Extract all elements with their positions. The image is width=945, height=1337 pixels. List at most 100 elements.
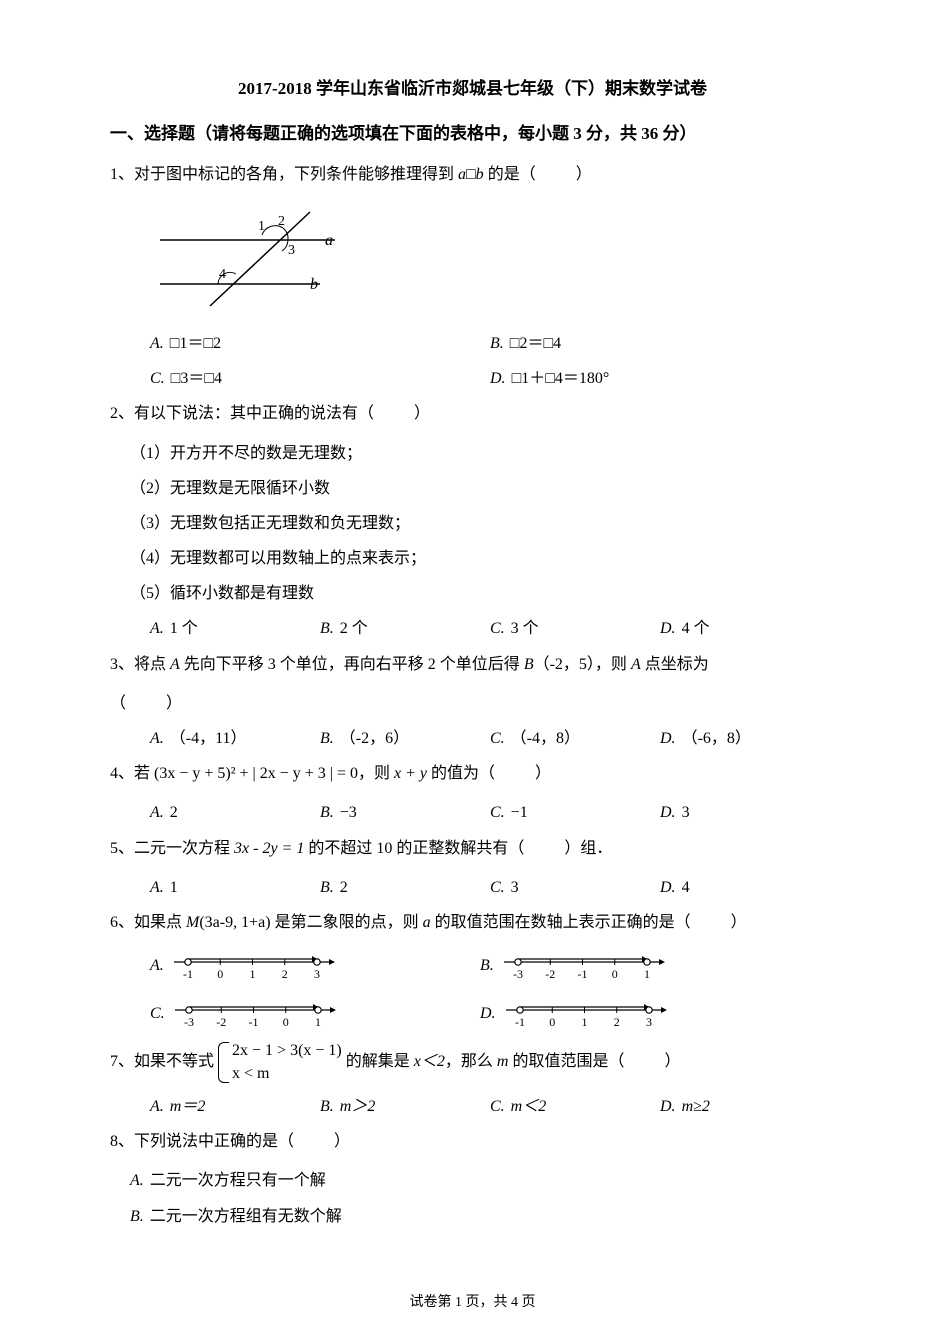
q8-optA-text: 二元一次方程只有一个解 xyxy=(150,1172,326,1189)
svg-text:0: 0 xyxy=(282,1015,288,1029)
q6-stem-c: 是第二象限的点，则 xyxy=(271,914,423,931)
q1-option-d: D.□1＋□4＝180° xyxy=(490,361,810,396)
q4-stem-a: 4、若 xyxy=(110,765,154,782)
numberline-d: -10123 xyxy=(502,992,667,1034)
q3-optA-text: （-4，11） xyxy=(170,730,247,747)
q6-option-d: D. -10123 xyxy=(480,992,810,1034)
svg-text:2: 2 xyxy=(282,967,288,981)
q1-optD-text: □1＋□4＝180° xyxy=(512,370,610,387)
q5-stem-b: 的不超过 10 的正整数解共有（ xyxy=(304,840,524,857)
q7-var-m: m xyxy=(497,1053,509,1070)
q7-options: A.m＝2 B.m＞2 C.m＜2 D.m≥2 xyxy=(110,1089,835,1124)
q7-optD-text: m≥2 xyxy=(682,1098,710,1115)
q2-optB-text: 2 个 xyxy=(340,620,368,637)
svg-text:1: 1 xyxy=(644,967,650,981)
q5-equation: 3x - 2y = 1 xyxy=(234,840,304,857)
q6-labA: A. xyxy=(150,948,164,983)
svg-text:1: 1 xyxy=(249,967,255,981)
q2-s3: （3）无理数包括正无理数和负无理数； xyxy=(110,506,835,541)
q5-optB-text: 2 xyxy=(340,879,348,896)
q3-stem-b: 先向下平移 3 个单位，再向右平移 2 个单位后得 xyxy=(180,656,524,673)
q3-blank-open: （ xyxy=(110,695,126,712)
q4-stem-b: ，则 xyxy=(358,765,394,782)
q7-system: 2x − 1 > 3(x − 1) x < m xyxy=(218,1040,342,1085)
svg-text:-1: -1 xyxy=(515,1015,525,1029)
q2-s4: （4）无理数都可以用数轴上的点来表示； xyxy=(110,541,835,576)
q7-sys-row1: 2x − 1 > 3(x − 1) xyxy=(232,1040,342,1062)
q1-stem-suffix: 的是（ xyxy=(484,166,536,183)
svg-text:-1: -1 xyxy=(183,967,193,981)
q1-optA-text: □1＝□2 xyxy=(170,335,221,352)
svg-text:2: 2 xyxy=(613,1015,619,1029)
q8-optB-text: 二元一次方程组有无数个解 xyxy=(150,1208,342,1225)
q4-option-b: B.−3 xyxy=(320,795,470,830)
q4-option-c: C.−1 xyxy=(490,795,640,830)
q2-option-c: C.3 个 xyxy=(490,611,640,646)
q7-option-b: B.m＞2 xyxy=(320,1089,470,1124)
q3-option-a: A.（-4，11） xyxy=(150,721,300,756)
q6-stem-close: ） xyxy=(731,914,747,931)
q6-labC: C. xyxy=(150,996,165,1031)
angle-2-label: 2 xyxy=(278,214,285,229)
q4-optD-text: 3 xyxy=(682,804,690,821)
q3-blank-close: ） xyxy=(166,695,182,712)
q3-stem-c: （-2，5），则 xyxy=(534,656,631,673)
q7-option-c: C.m＜2 xyxy=(490,1089,640,1124)
q4-optB-text: −3 xyxy=(340,804,357,821)
q1-option-b: B.□2＝□4 xyxy=(490,326,810,361)
q4-option-a: A.2 xyxy=(150,795,300,830)
q7-stem-c: ，那么 xyxy=(445,1053,497,1070)
svg-text:1: 1 xyxy=(315,1015,321,1029)
angle-4-label: 4 xyxy=(219,267,226,282)
q8-option-b: B.二元一次方程组有无数个解 xyxy=(110,1199,835,1234)
q3-stem-a: 3、将点 xyxy=(110,656,170,673)
q7-optC-text: m＜2 xyxy=(511,1098,547,1115)
q2-s2: （2）无理数是无限循环小数 xyxy=(110,471,835,506)
q7-stem-d: 的取值范围是（ xyxy=(508,1053,624,1070)
svg-text:3: 3 xyxy=(646,1015,652,1029)
q4-stem-close: ） xyxy=(535,765,551,782)
q2-optC-text: 3 个 xyxy=(511,620,539,637)
question-2: 2、有以下说法：其中正确的说法有（） xyxy=(110,396,835,431)
q7-optB-text: m＞2 xyxy=(340,1098,376,1115)
q6-var-a: a xyxy=(423,914,431,931)
svg-text:3: 3 xyxy=(314,967,320,981)
q7-stem-b: 的解集是 xyxy=(346,1053,414,1070)
q3-optB-text: （-2，6） xyxy=(340,730,409,747)
question-5: 5、二元一次方程 3x - 2y = 1 的不超过 10 的正整数解共有（）组． xyxy=(110,831,835,866)
q3-point-A2: A xyxy=(631,656,641,673)
q7-option-d: D.m≥2 xyxy=(660,1089,810,1124)
q8-stem-close: ） xyxy=(334,1133,350,1150)
svg-text:-2: -2 xyxy=(216,1015,226,1029)
q7-optA-text: m＝2 xyxy=(170,1098,206,1115)
q6-labD: D. xyxy=(480,996,496,1031)
q1-optC-text: □3＝□4 xyxy=(171,370,222,387)
q6-option-c: C. -3-2-101 xyxy=(150,992,480,1034)
q6-stem-d: 的取值范围在数轴上表示正确的是（ xyxy=(431,914,691,931)
q6-options: A. -10123 B. -3-2-101 C. -3-2-101 D. -10… xyxy=(110,944,835,1040)
parallel-lines-diagram: 1 2 3 4 a b xyxy=(150,206,340,316)
q5-stem-close: ）组． xyxy=(564,840,612,857)
q1-option-c: C.□3＝□4 xyxy=(150,361,470,396)
q3-options: A.（-4，11） B.（-2，6） C.（-4，8） D.（-6，8） xyxy=(110,721,835,756)
q6-option-a: A. -10123 xyxy=(150,944,480,986)
q1-relation: a□b xyxy=(458,166,484,183)
q5-option-c: C.3 xyxy=(490,870,640,905)
page-footer: 试卷第 1 页，共 4 页 xyxy=(0,1288,945,1319)
question-1: 1、对于图中标记的各角，下列条件能够推理得到 a□b 的是（） xyxy=(110,157,835,192)
q1-option-a: A.□1＝□2 xyxy=(150,326,470,361)
line-b-label: b xyxy=(310,276,318,293)
q5-option-a: A.1 xyxy=(150,870,300,905)
svg-text:-2: -2 xyxy=(545,967,555,981)
q4-xy: x + y xyxy=(394,765,427,782)
q1-stem-prefix: 1、对于图中标记的各角，下列条件能够推理得到 xyxy=(110,166,458,183)
q3-blank-line: （） xyxy=(110,686,835,721)
numberline-c: -3-2-101 xyxy=(171,992,336,1034)
svg-text:-1: -1 xyxy=(577,967,587,981)
q1-options: A.□1＝□2 B.□2＝□4 C.□3＝□4 D.□1＋□4＝180° xyxy=(110,326,835,396)
angle-3-label: 3 xyxy=(288,243,295,258)
q4-option-d: D.3 xyxy=(660,795,810,830)
svg-text:0: 0 xyxy=(612,967,618,981)
exam-title: 2017-2018 学年山东省临沂市郯城县七年级（下）期末数学试卷 xyxy=(110,70,835,107)
section-1-heading: 一、选择题（请将每题正确的选项填在下面的表格中，每小题 3 分，共 36 分） xyxy=(110,115,835,152)
